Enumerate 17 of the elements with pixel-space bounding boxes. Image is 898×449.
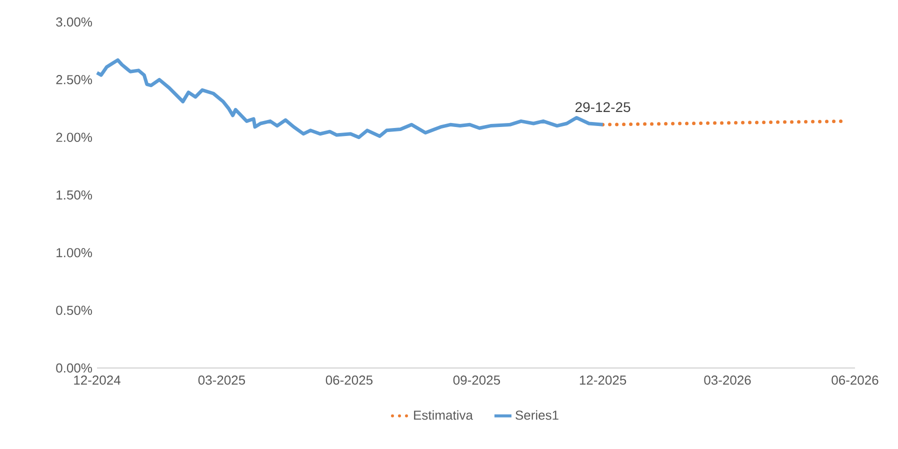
legend-label: Series1 bbox=[516, 410, 558, 420]
y-tick-label: 1.00% bbox=[56, 248, 92, 258]
x-tick-label: 03-2026 bbox=[704, 376, 751, 385]
y-tick-label: 0.50% bbox=[56, 306, 92, 315]
x-tick-label: 06-2026 bbox=[832, 376, 878, 385]
annotation: 29-12-25 bbox=[575, 102, 630, 112]
y-tick-label: 3.00% bbox=[56, 17, 92, 27]
x-tick-label: 03-2025 bbox=[198, 376, 246, 385]
y-tick-label: 2.50% bbox=[56, 75, 92, 84]
legend-label: Estimativa bbox=[414, 410, 473, 420]
y-tick-label: 0.00% bbox=[56, 363, 92, 373]
x-tick-label: 12-2024 bbox=[74, 376, 120, 385]
x-tick-label: 09-2025 bbox=[453, 376, 500, 385]
y-tick-label: 1.50% bbox=[56, 190, 92, 200]
y-tick-label: 2.00% bbox=[56, 132, 92, 142]
x-tick-label: 06-2025 bbox=[326, 376, 373, 385]
x-tick-label: 12-2025 bbox=[580, 376, 626, 385]
